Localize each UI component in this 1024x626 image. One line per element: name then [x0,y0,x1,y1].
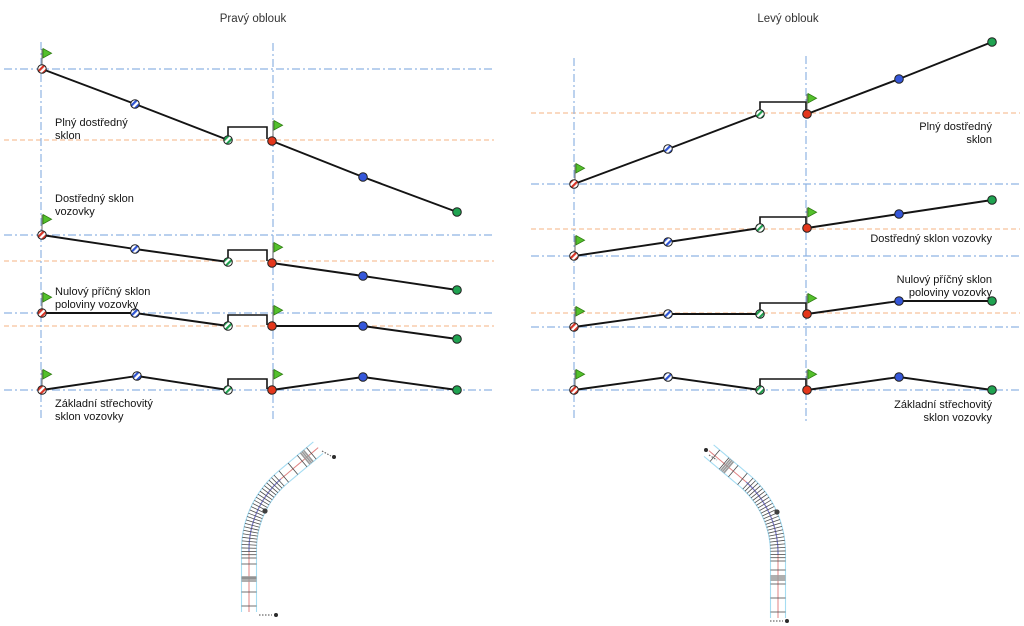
pravy-oblouk-rows [37,47,462,395]
label-line: poloviny vozovky [908,287,992,299]
plan-pravy-oblouk [240,441,336,617]
label-levy-row1: Plný dostředný sklon [919,121,992,147]
levy-oblouk-rows [569,37,997,395]
label-line: Plný dostředný [55,117,128,129]
label-line: vozovky [55,206,95,218]
label-pravy-row1: Plný dostředný sklon [55,117,128,143]
label-pravy-row3: Nulový příčný sklon poloviny vozovky [55,286,150,312]
label-line: Plný dostředný [919,121,992,133]
label-levy-row3: Nulový příčný sklon poloviny vozovky [897,274,992,300]
label-line: Dostředný sklon vozovky [870,233,992,245]
guide-lines [4,42,1020,421]
panel-title-right-curve: Pravý oblouk [219,13,287,25]
label-pravy-row4: Základní střechovitý sklon vozovky [55,398,153,424]
label-levy-row2: Dostředný sklon vozovky [870,233,992,246]
label-line: sklon [966,134,992,146]
label-line: Dostředný sklon [55,193,134,205]
label-line: sklon [55,130,81,142]
label-pravy-row2: Dostředný sklon vozovky [55,193,134,219]
label-line: Základní střechovitý [55,398,153,410]
panel-title-left-curve: Levý oblouk [757,13,819,25]
label-line: Nulový příčný sklon [896,274,992,286]
plan-levy-oblouk [703,444,789,623]
label-line: Nulový příčný sklon [55,286,151,298]
label-line: Základní střechovitý [894,399,992,411]
label-line: sklon vozovky [923,412,992,424]
label-line: sklon vozovky [55,411,124,423]
label-levy-row4: Základní střechovitý sklon vozovky [894,399,992,425]
label-line: poloviny vozovky [55,299,139,311]
